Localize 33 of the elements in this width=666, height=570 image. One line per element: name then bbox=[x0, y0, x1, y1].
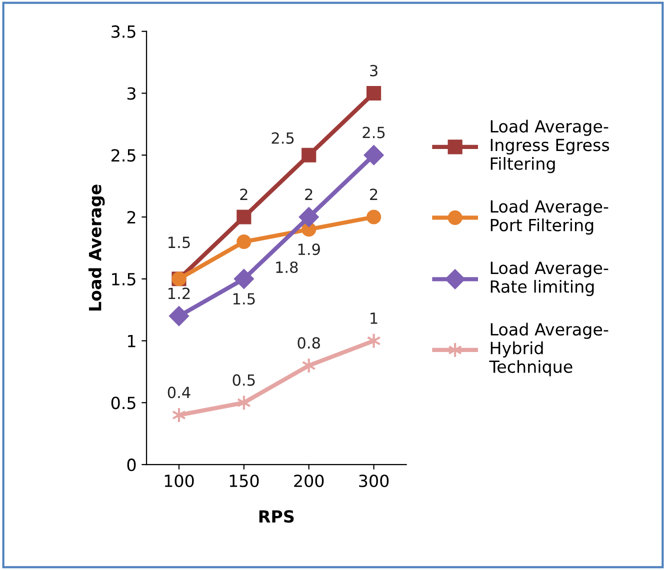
y-tick-label: 3.5 bbox=[112, 25, 136, 38]
data-label: 2.5 bbox=[272, 132, 294, 144]
data-label: 0.5 bbox=[232, 374, 255, 386]
data-label: 3 bbox=[370, 64, 378, 76]
x-tick-label: 200 bbox=[294, 474, 324, 488]
data-label: 1.8 bbox=[276, 261, 298, 274]
x-axis-title: RPS bbox=[259, 510, 294, 523]
y-tick-label: 3 bbox=[127, 87, 136, 100]
data-label: 2 bbox=[370, 188, 378, 200]
legend-label: Load Average- Port Filtering bbox=[490, 200, 608, 235]
data-label: 2 bbox=[305, 188, 312, 200]
data-label: 1 bbox=[370, 312, 378, 324]
x-tick-label: 100 bbox=[164, 474, 194, 488]
legend-label: Load Average- Rate limiting bbox=[490, 261, 608, 296]
data-label: 1.5 bbox=[233, 293, 255, 305]
x-tick-label: 150 bbox=[230, 474, 259, 488]
data-label: 1.9 bbox=[298, 244, 320, 256]
legend-label: Load Average- Ingress Egress Filtering bbox=[490, 120, 610, 174]
data-label: 1.2 bbox=[168, 288, 190, 299]
y-tick-label: 1 bbox=[128, 334, 136, 348]
data-label: 0.4 bbox=[168, 386, 190, 398]
data-label: 0.8 bbox=[298, 337, 320, 349]
y-tick-label: 2 bbox=[127, 210, 136, 224]
y-tick-label: 0.5 bbox=[111, 396, 136, 410]
y-axis-title: Load Average bbox=[88, 184, 105, 311]
data-label: 1.5 bbox=[168, 236, 190, 248]
data-label: 2 bbox=[240, 188, 248, 200]
y-tick-label: 2.5 bbox=[112, 149, 136, 162]
y-tick-label: 1.5 bbox=[112, 273, 136, 286]
legend-label: Load Average- Hybrid Technique bbox=[489, 322, 608, 376]
x-tick-label: 300 bbox=[359, 474, 389, 488]
y-tick-label: 0 bbox=[127, 458, 136, 472]
data-label: 2.5 bbox=[362, 126, 385, 138]
